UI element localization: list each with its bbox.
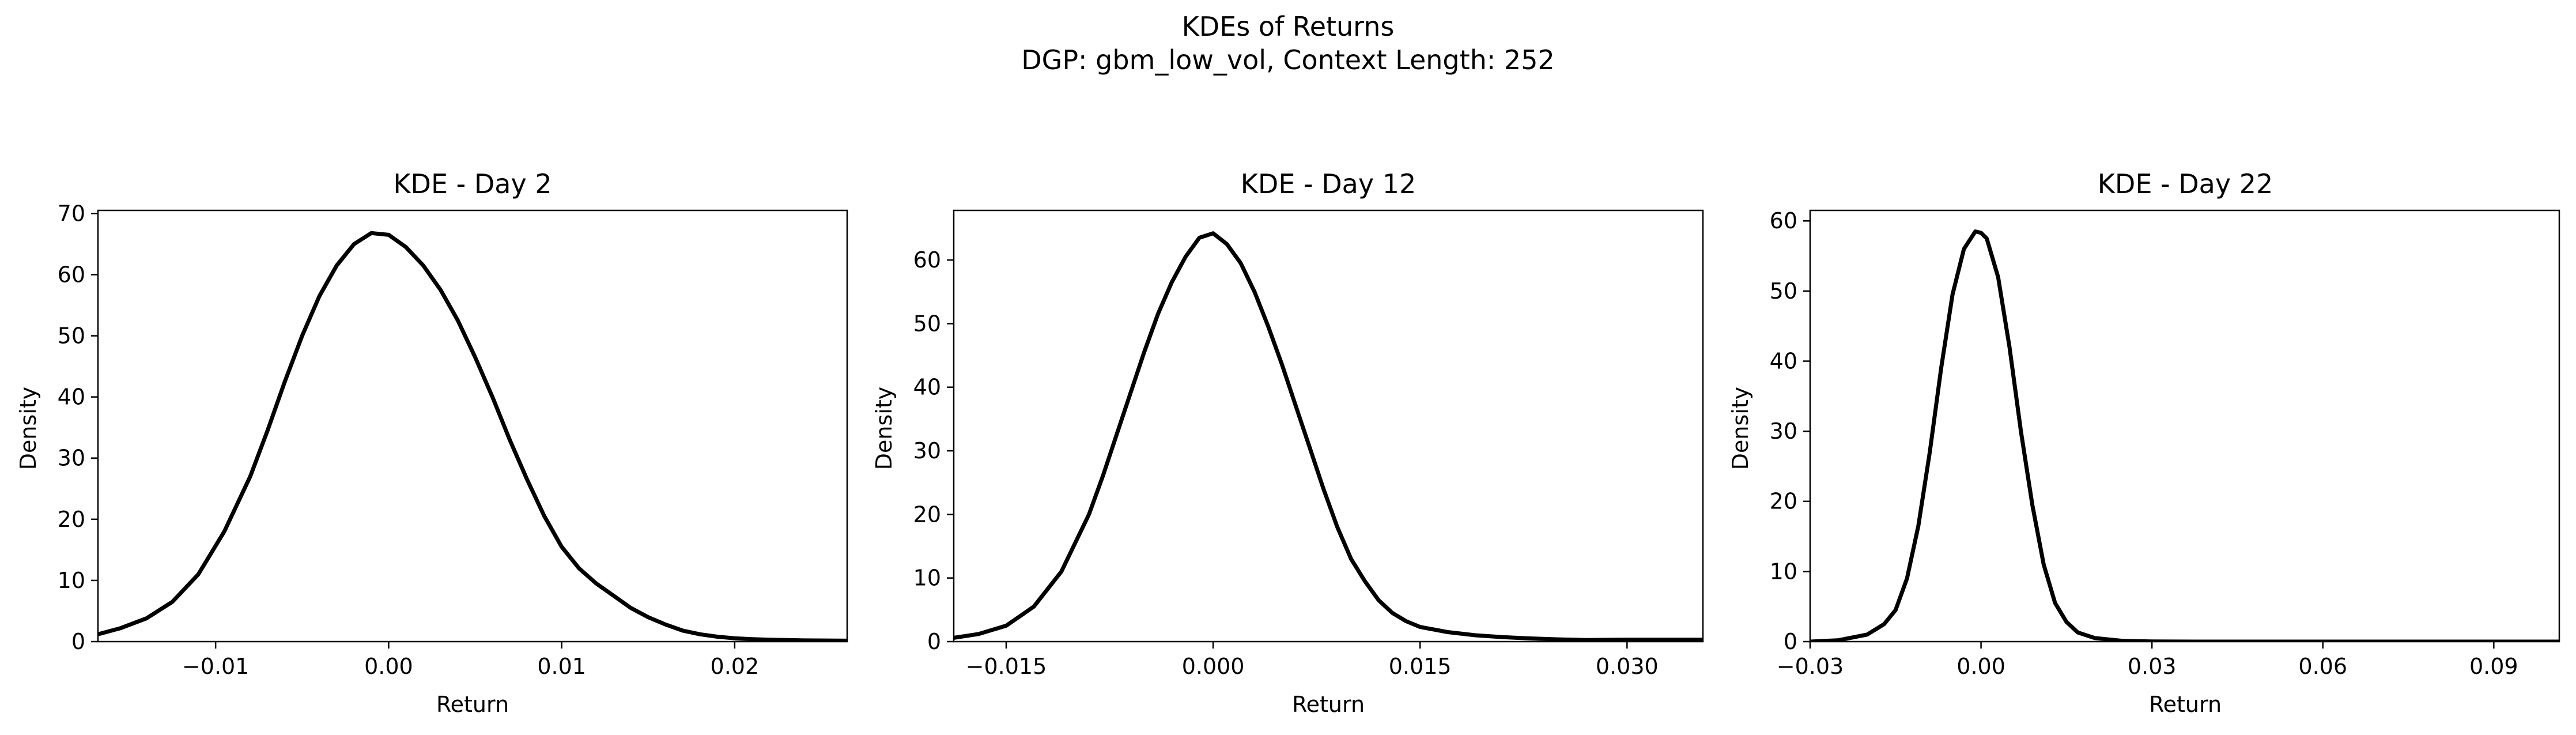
kde-line: [98, 231, 847, 642]
x-axis-label: Return: [1292, 692, 1365, 717]
x-tick-label: 0.02: [711, 654, 760, 679]
y-tick-label: 40: [1770, 348, 1797, 374]
y-tick-label: 20: [58, 507, 85, 532]
x-tick-label: 0.00: [1956, 654, 2005, 679]
plot-area: −0.015 0.000 0.015 0.030 0 10 20 30 40 50 60: [913, 209, 1704, 679]
subplot-day-12: KDE - Day 12 Density Return −0.015 0.000 0…: [871, 168, 1704, 717]
y-tick-label: 20: [913, 502, 941, 527]
y-tick-label: 40: [58, 385, 85, 410]
plot-area: −0.01 0.00 0.01 0.02 0 10 20 30 40 50 60 70: [58, 201, 848, 679]
y-tick-label: 30: [58, 446, 85, 471]
y-tick-label: 30: [1770, 419, 1797, 444]
subplot-title: KDE - Day 22: [2098, 168, 2273, 199]
kde-line: [954, 231, 1703, 642]
x-tick-label: 0.00: [364, 654, 413, 679]
x-axis-label: Return: [2149, 692, 2222, 717]
y-tick-label: 50: [913, 311, 941, 336]
x-tick-label: 0.015: [1389, 654, 1452, 679]
y-axis-label: Density: [871, 387, 897, 470]
axes-frame: [1809, 209, 2560, 643]
y-tick-label: 50: [1770, 278, 1797, 304]
subplot-day-2: KDE - Day 2 Density Return −0.01 0.00 0.01…: [16, 168, 848, 717]
y-axis-label: Density: [1728, 387, 1753, 470]
y-tick-label: 60: [58, 262, 85, 287]
y-axis-label: Density: [16, 387, 41, 470]
figure-subtitle: DGP: gbm_low_vol, Context Length: 252: [1021, 44, 1554, 76]
y-tick-label: 0: [71, 629, 85, 654]
x-tick-label: 0.000: [1182, 654, 1245, 679]
axes-frame: [953, 209, 1704, 643]
y-tick-label: 0: [927, 629, 941, 654]
figure-title: KDEs of Returns: [1182, 11, 1395, 42]
x-tick-label: 0.01: [537, 654, 586, 679]
y-tick-label: 50: [58, 323, 85, 349]
y-tick-label: 10: [58, 568, 85, 593]
y-tick-label: 30: [913, 438, 941, 463]
y-tick-label: 10: [913, 566, 941, 591]
x-tick-label: −0.015: [966, 654, 1047, 679]
x-tick-label: −0.01: [182, 654, 249, 679]
subplot-title: KDE - Day 12: [1241, 168, 1416, 199]
y-tick-label: 0: [1784, 629, 1797, 654]
y-tick-label: 10: [1770, 559, 1797, 584]
y-tick-label: 60: [1770, 208, 1797, 233]
x-tick-label: −0.03: [1777, 654, 1844, 679]
x-tick-label: 0.030: [1596, 654, 1659, 679]
x-axis-label: Return: [436, 692, 509, 717]
plot-area: −0.03 0.00 0.03 0.06 0.09 0 10 20 30 40 50 60: [1770, 208, 2560, 679]
y-tick-label: 40: [913, 375, 941, 400]
y-tick-label: 20: [1770, 489, 1797, 514]
y-tick-label: 60: [913, 247, 941, 273]
x-tick-label: 0.09: [2469, 654, 2518, 679]
subplot-day-22: KDE - Day 22 Density Return −0.03 0.00 0.0…: [1728, 168, 2560, 717]
subplot-title: KDE - Day 2: [393, 168, 552, 199]
x-tick-label: 0.03: [2128, 654, 2177, 679]
y-tick-label: 70: [58, 201, 85, 226]
x-tick-label: 0.06: [2298, 654, 2347, 679]
axes-frame: [97, 209, 848, 643]
